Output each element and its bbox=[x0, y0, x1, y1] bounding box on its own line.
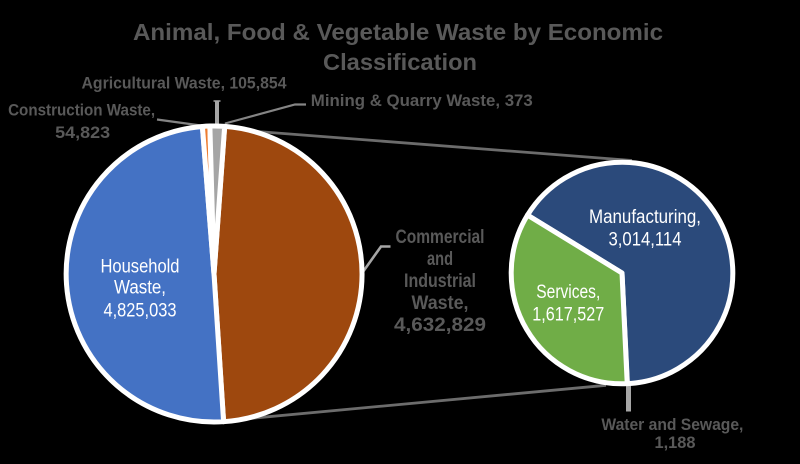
svg-text:54,823: 54,823 bbox=[55, 123, 110, 142]
svg-text:Construction Waste,: Construction Waste, bbox=[8, 101, 155, 120]
svg-text:Agricultural Waste, 105,854: Agricultural Waste, 105,854 bbox=[82, 74, 287, 93]
svg-text:4,825,033: 4,825,033 bbox=[104, 301, 177, 322]
svg-text:3,014,114: 3,014,114 bbox=[609, 230, 682, 251]
svg-text:Manufacturing,: Manufacturing, bbox=[589, 207, 701, 228]
svg-text:Animal, Food & Vegetable Waste: Animal, Food & Vegetable Waste by Econom… bbox=[133, 19, 663, 45]
svg-text:Classification: Classification bbox=[323, 49, 477, 75]
svg-text:1,617,527: 1,617,527 bbox=[532, 304, 604, 325]
svg-text:Water and Sewage,: Water and Sewage, bbox=[601, 415, 743, 434]
svg-text:Industrial: Industrial bbox=[404, 271, 476, 292]
svg-text:Services,: Services, bbox=[536, 282, 600, 303]
svg-text:Household: Household bbox=[101, 257, 180, 278]
svg-text:Mining & Quarry Waste, 373: Mining & Quarry Waste, 373 bbox=[311, 91, 533, 110]
svg-text:Commercial: Commercial bbox=[396, 227, 485, 248]
svg-text:and: and bbox=[427, 249, 453, 270]
svg-text:Waste,: Waste, bbox=[412, 293, 469, 314]
svg-text:1,188: 1,188 bbox=[655, 433, 696, 452]
svg-text:4,632,829: 4,632,829 bbox=[394, 315, 486, 336]
svg-text:Waste,: Waste, bbox=[114, 278, 166, 299]
